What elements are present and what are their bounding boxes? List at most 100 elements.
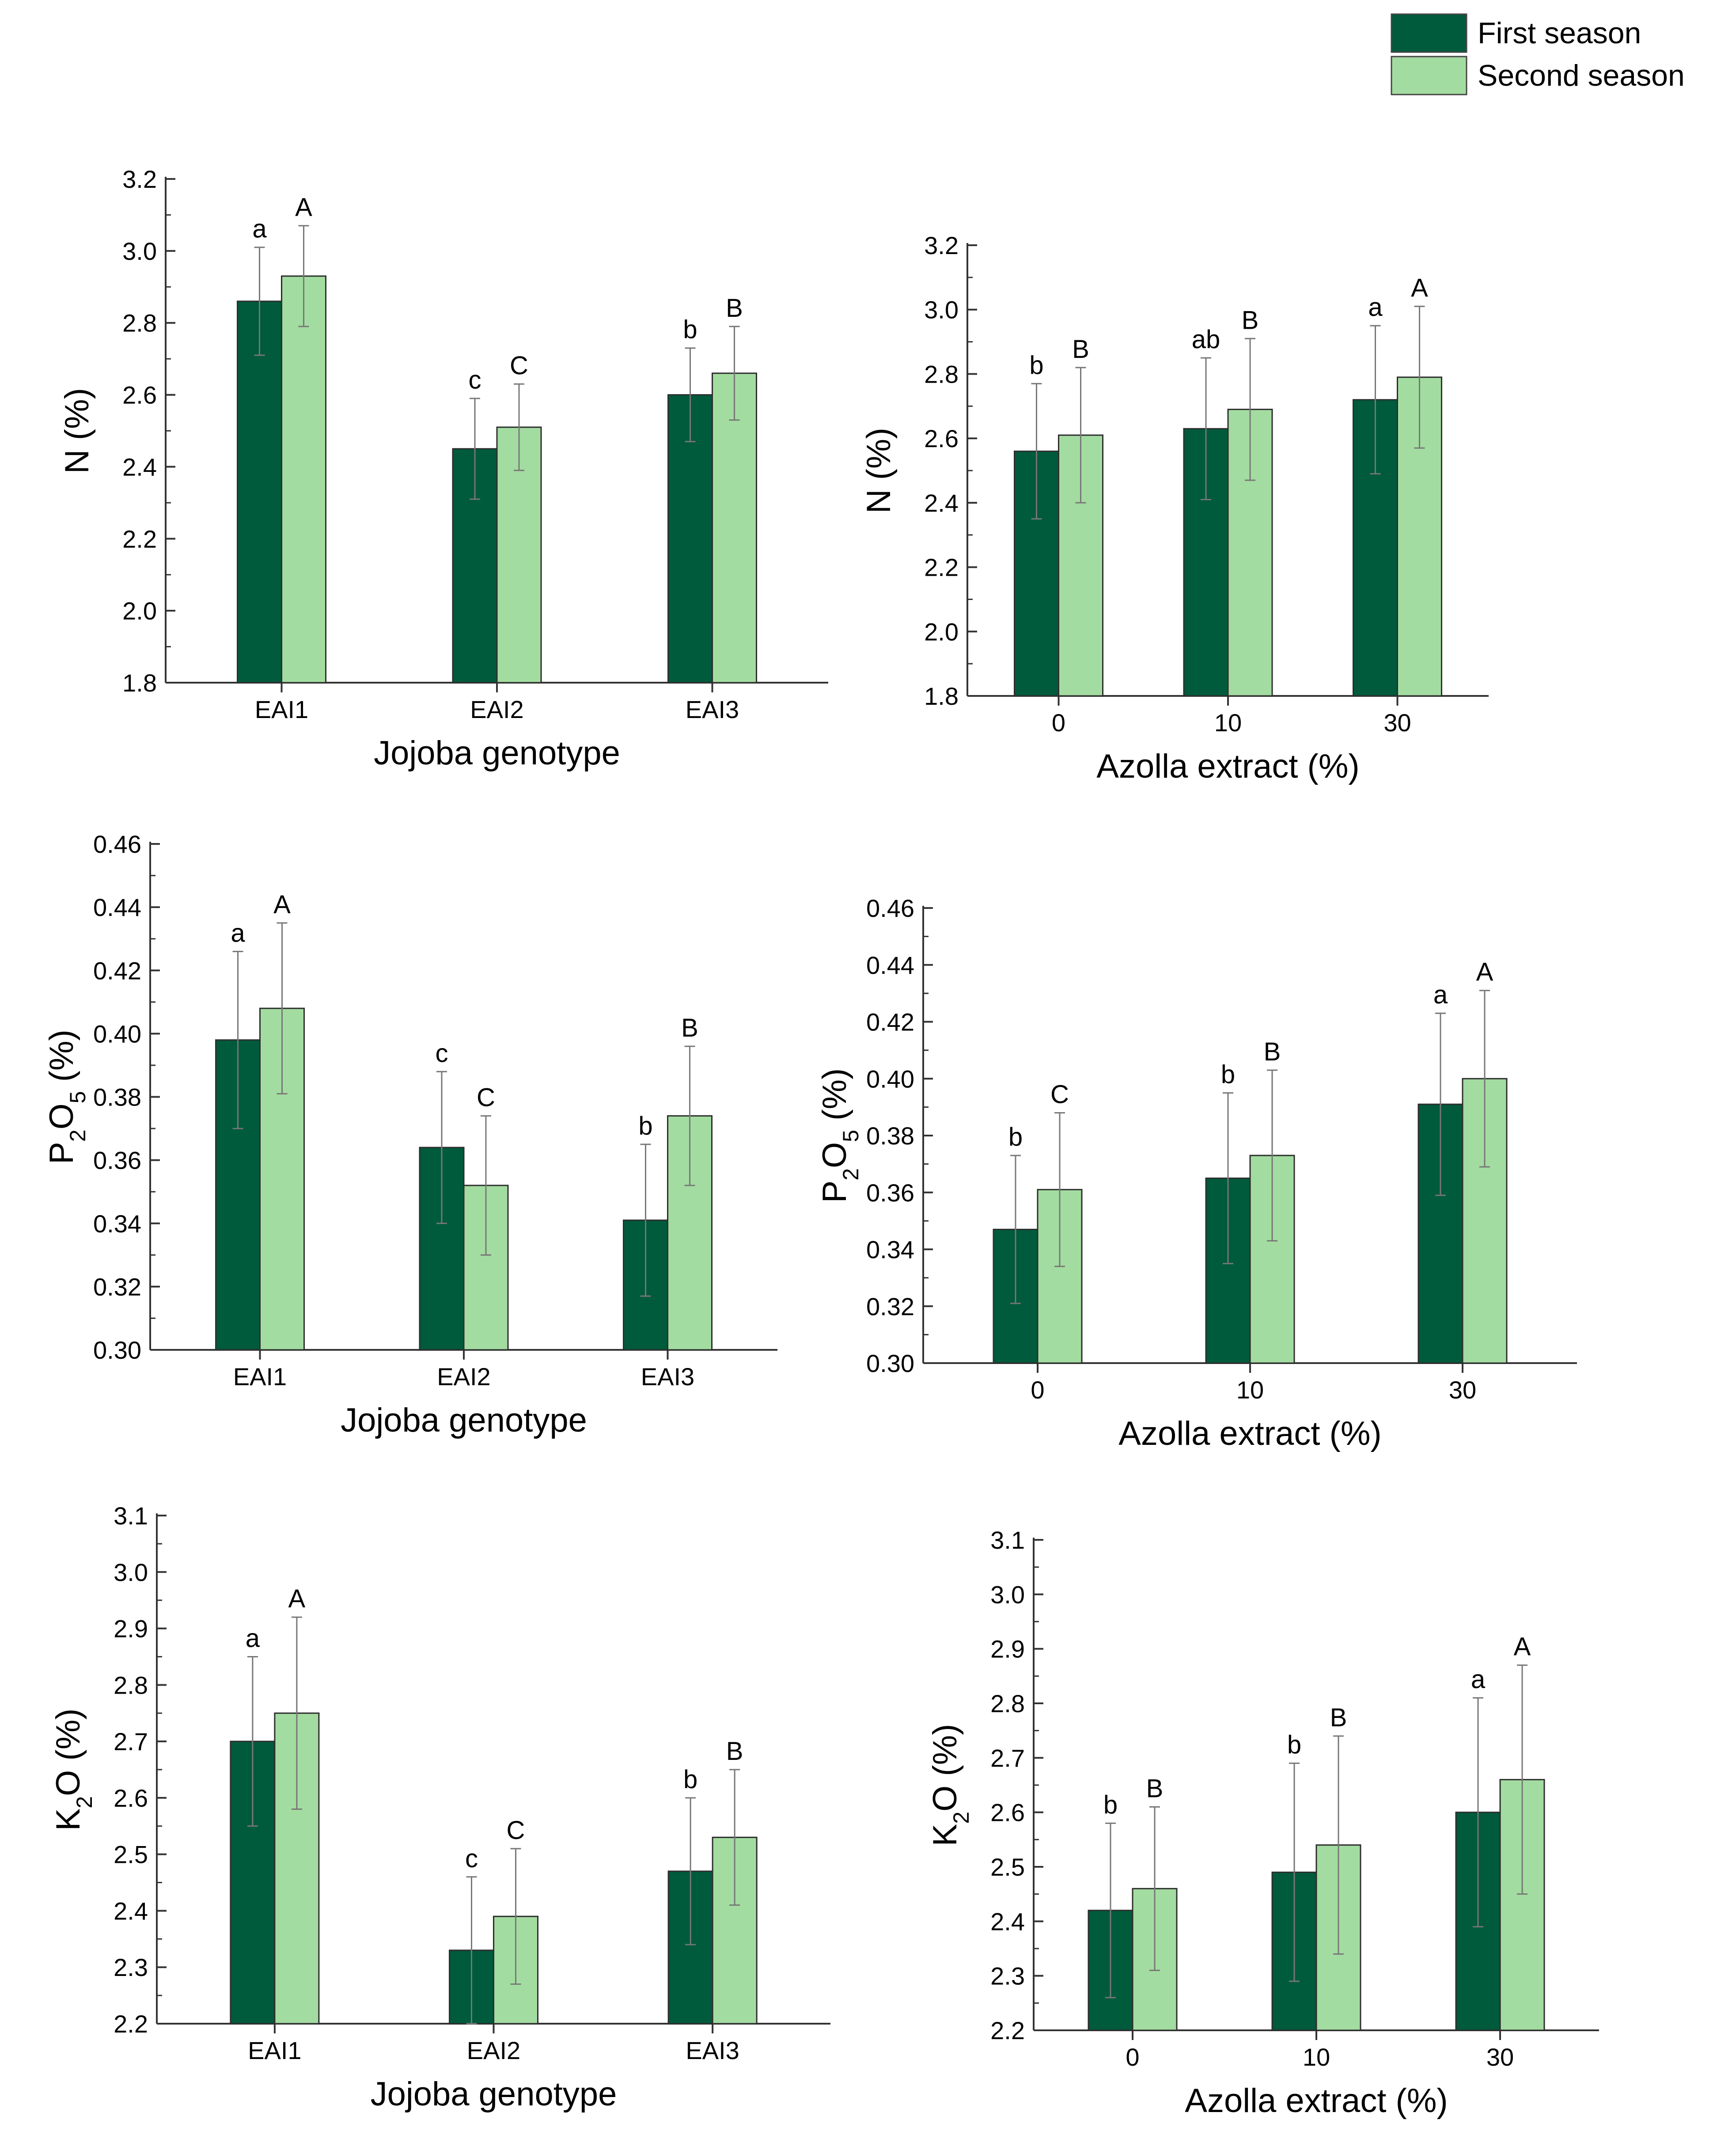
significance-letter: B	[1330, 1703, 1347, 1732]
y-axis-label-part: (%)	[43, 1030, 80, 1091]
y-tick-label: 2.4	[122, 453, 157, 481]
y-tick-label: 2.4	[990, 1907, 1025, 1935]
y-axis-label-subscript: 2	[949, 1812, 974, 1824]
y-tick-label: 0.36	[866, 1179, 914, 1207]
y-tick-label: 0.34	[866, 1236, 914, 1264]
y-axis-label-subscript: 5	[838, 1130, 863, 1142]
y-tick-label: 2.6	[114, 1784, 148, 1812]
x-tick-label: 30	[1449, 1376, 1476, 1404]
legend-swatch-second-season	[1391, 56, 1467, 95]
significance-letter: c	[469, 366, 481, 395]
x-axis-label: Jojoba genotype	[341, 1402, 587, 1439]
y-tick-label: 2.2	[990, 2017, 1025, 2044]
y-tick-label: 0.38	[93, 1083, 141, 1111]
y-tick-label: 2.6	[924, 425, 959, 452]
y-axis-label-part: N	[860, 489, 898, 513]
x-axis-label: Jojoba genotype	[374, 734, 620, 772]
y-tick-label: 0.32	[93, 1273, 141, 1301]
significance-letter: a	[252, 215, 267, 243]
x-tick-label: 10	[1214, 709, 1242, 737]
y-tick-label: 2.8	[114, 1671, 148, 1699]
significance-letter: b	[1221, 1060, 1235, 1089]
x-tick-label: 0	[1031, 1376, 1044, 1404]
y-axis-label-part: P	[43, 1142, 80, 1164]
chart-panel-bottom-right: 2.22.32.42.52.62.72.82.93.03.10bB10bB30a…	[926, 1526, 1599, 2120]
significance-letter: b	[1029, 351, 1043, 380]
legend-label-first-season: First season	[1478, 16, 1641, 50]
significance-letter: A	[288, 1584, 306, 1613]
x-tick-label: 10	[1236, 1376, 1264, 1404]
y-tick-label: 2.5	[990, 1853, 1025, 1881]
significance-letter: a	[1368, 293, 1383, 322]
y-tick-label: 2.0	[122, 597, 157, 625]
x-axis-label: Azolla extract (%)	[1185, 2082, 1448, 2120]
y-axis-label-part: (%)	[860, 428, 898, 489]
y-axis-label-part: P	[816, 1181, 853, 1203]
significance-letter: a	[1433, 980, 1448, 1009]
y-tick-label: 2.9	[114, 1615, 148, 1643]
y-tick-label: 0.30	[866, 1349, 914, 1377]
y-axis-label-subscript: 5	[65, 1091, 90, 1103]
y-axis-label-part: K	[926, 1824, 964, 1846]
significance-letter: a	[231, 919, 245, 947]
y-tick-label: 3.0	[924, 296, 959, 324]
significance-letter: C	[510, 351, 528, 380]
significance-letter: C	[477, 1083, 495, 1112]
x-tick-label: 30	[1486, 2043, 1514, 2071]
bar-first-season	[667, 394, 713, 684]
y-tick-label: 2.8	[990, 1690, 1025, 1717]
y-tick-label: 3.2	[924, 232, 959, 259]
y-tick-label: 3.0	[990, 1581, 1025, 1608]
significance-letter: B	[726, 294, 743, 323]
y-tick-label: 2.6	[990, 1799, 1025, 1827]
y-tick-label: 2.7	[990, 1744, 1025, 1772]
significance-letter: c	[465, 1844, 478, 1873]
y-tick-label: 2.6	[122, 381, 157, 409]
y-tick-label: 2.3	[114, 1953, 148, 1981]
y-tick-label: 2.2	[114, 2010, 148, 2038]
x-tick-label: EAI1	[248, 2036, 301, 2064]
bar-second-season	[712, 372, 757, 684]
y-tick-label: 3.1	[114, 1502, 148, 1530]
chart-panel-top-right: 1.82.02.22.42.62.83.03.20bB10abB30aAAzol…	[860, 232, 1489, 785]
y-axis-label: P2O5 (%)	[43, 1030, 90, 1164]
y-tick-label: 2.3	[990, 1962, 1025, 1990]
significance-letter: B	[1264, 1037, 1281, 1066]
x-axis-label: Azolla extract (%)	[1118, 1415, 1382, 1452]
significance-letter: b	[683, 315, 697, 344]
x-axis-label: Azolla extract (%)	[1096, 748, 1360, 785]
significance-letter: c	[436, 1039, 448, 1068]
significance-letter: A	[295, 193, 312, 222]
y-axis-label-subscript: 2	[72, 1796, 97, 1808]
chart-panel-bottom-left: 2.2 2.3 2.4 2.5 2.6 2.7 2.8 2.9 3.0 3.1 EAI1 aA EAI2…	[49, 1502, 830, 2113]
x-axis-label: Jojoba genotype	[371, 2075, 617, 2113]
y-tick-label: 0.32	[866, 1292, 914, 1320]
significance-letter: B	[1146, 1774, 1164, 1803]
significance-letter: B	[681, 1014, 698, 1042]
y-tick-label: 1.8	[924, 682, 959, 710]
x-tick-label: EAI1	[255, 695, 308, 723]
y-axis-label-part: O	[43, 1103, 80, 1129]
x-tick-label: 30	[1383, 709, 1411, 737]
y-tick-label: 0.46	[93, 830, 141, 858]
y-tick-label: 2.0	[924, 618, 959, 646]
y-tick-label: 0.42	[93, 957, 141, 984]
chart-panel-middle-left: 0.30 0.32 0.34 0.36 0.38 0.40 0.42 0.44 0.46 EAI1…	[43, 830, 777, 1439]
y-axis-label-subscript: 2	[838, 1168, 863, 1181]
significance-letter: C	[1050, 1080, 1069, 1109]
significance-letter: B	[1072, 335, 1089, 364]
x-tick-label: EAI2	[437, 1363, 490, 1391]
bar-second-season	[1037, 1189, 1083, 1364]
y-axis-label-part: (%)	[58, 388, 96, 449]
y-axis-label-part: O	[926, 1786, 964, 1812]
y-axis-label-part: O	[49, 1770, 87, 1796]
y-axis-label-part: N	[58, 449, 96, 474]
y-tick-label: 0.44	[866, 951, 914, 979]
y-axis-label: P2O5 (%)	[816, 1068, 863, 1203]
y-tick-label: 0.30	[93, 1336, 141, 1364]
bar-second-season	[281, 275, 326, 684]
y-tick-label: 2.7	[114, 1728, 148, 1755]
y-tick-label: 2.4	[114, 1897, 148, 1925]
significance-letter: C	[507, 1816, 525, 1845]
significance-letter: A	[1476, 958, 1493, 987]
